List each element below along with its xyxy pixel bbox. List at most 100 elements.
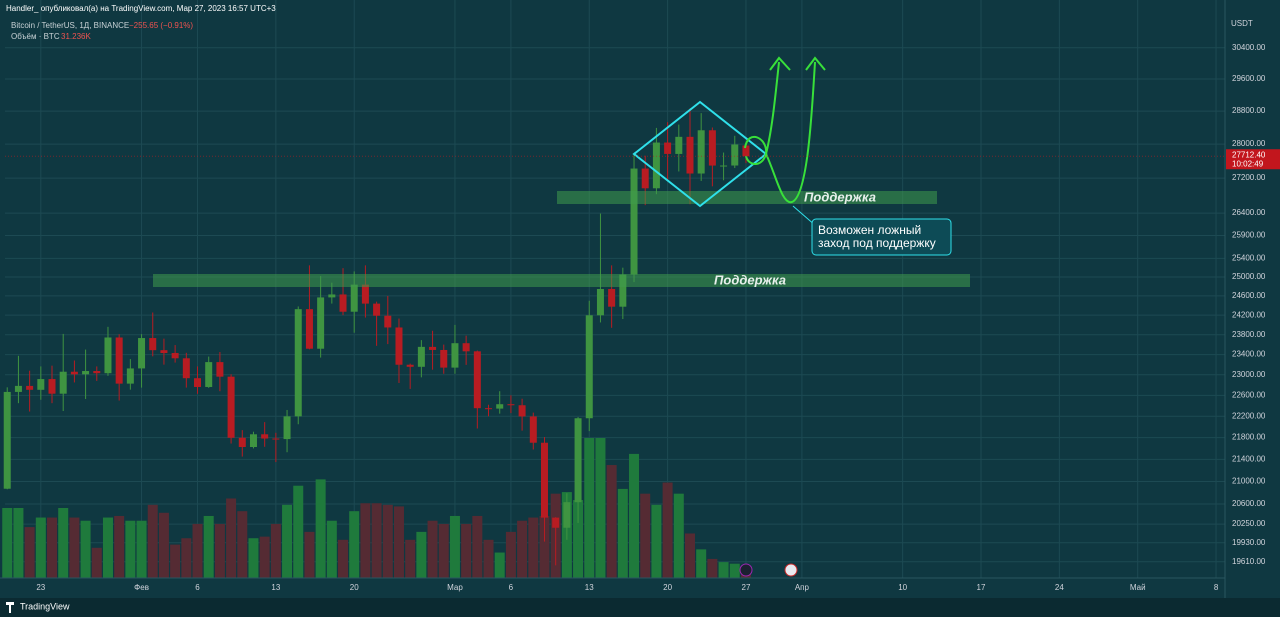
- volume-bar: [629, 453, 640, 578]
- support-label: Поддержка: [714, 272, 786, 287]
- volume-bar: [517, 520, 528, 578]
- candle-body: [686, 136, 694, 174]
- y-tick-label: 28800.00: [1232, 106, 1266, 115]
- y-tick-label: 25400.00: [1232, 254, 1266, 263]
- y-tick-label: 28000.00: [1232, 139, 1266, 148]
- volume-bar: [237, 511, 248, 578]
- volume-pane: [2, 438, 751, 578]
- arrow-head: [769, 56, 791, 71]
- volume-bar: [24, 527, 35, 578]
- x-tick-label: 6: [509, 583, 514, 592]
- volume-bar: [102, 517, 113, 578]
- candle-body: [48, 379, 56, 394]
- price-axis-unit: USDT: [1231, 19, 1253, 28]
- volume-bar: [114, 515, 125, 578]
- volume-bar: [483, 539, 494, 578]
- callout-box: [811, 218, 952, 256]
- volume-bar: [371, 503, 382, 578]
- candle-body: [440, 349, 448, 368]
- candle-body: [395, 327, 403, 365]
- candle-body: [619, 274, 627, 307]
- volume-bar: [47, 517, 58, 578]
- y-tick-label: 24200.00: [1232, 310, 1266, 319]
- x-tick-label: 27: [742, 583, 751, 592]
- arrow-head: [805, 56, 826, 71]
- y-tick-label: 22200.00: [1232, 411, 1266, 420]
- candle-body: [26, 385, 34, 390]
- x-tick-label: 20: [350, 583, 359, 592]
- candle-body: [529, 416, 537, 443]
- y-tick-label: 25900.00: [1232, 231, 1266, 240]
- y-tick-label: 21400.00: [1232, 454, 1266, 463]
- x-tick-label: Май: [1130, 583, 1146, 592]
- volume-title: Объём · BTC: [11, 32, 60, 41]
- volume-bar: [2, 508, 13, 578]
- candle-body: [429, 346, 437, 350]
- support-zone: [153, 274, 970, 287]
- logo-icon: [6, 602, 14, 613]
- candle-body: [720, 165, 728, 167]
- candle-body: [171, 353, 179, 359]
- candle-body: [194, 378, 202, 387]
- volume-bar: [662, 482, 673, 578]
- candle-body: [82, 371, 90, 375]
- candle-body: [361, 284, 369, 304]
- candle-body: [149, 338, 157, 351]
- candle-body: [205, 362, 213, 387]
- candle-body: [249, 434, 257, 448]
- volume-bar: [707, 558, 718, 578]
- x-tick-label: 6: [195, 583, 200, 592]
- candle-body: [485, 408, 493, 410]
- volume-bar: [438, 523, 449, 578]
- volume-bar: [338, 539, 349, 578]
- candle-body: [585, 315, 593, 419]
- y-tick-label: 26400.00: [1232, 208, 1266, 217]
- candle-body: [272, 438, 280, 440]
- volume-bar: [58, 508, 69, 578]
- candle-body: [552, 517, 560, 528]
- y-tick-label: 20600.00: [1232, 499, 1266, 508]
- candle-body: [675, 136, 683, 154]
- candle-body: [14, 385, 22, 392]
- candle-body: [227, 376, 235, 438]
- x-tick-label: 8: [1214, 583, 1219, 592]
- candle-body: [59, 371, 67, 394]
- volume-bar: [270, 523, 281, 578]
- volume-bar: [539, 515, 550, 578]
- candle-body: [328, 294, 336, 298]
- volume-bar: [203, 515, 214, 578]
- volume-bar: [315, 479, 326, 578]
- volume-bar: [505, 531, 516, 578]
- volume-bar: [13, 508, 24, 578]
- last-price-box: [1226, 149, 1280, 170]
- volume-bar: [69, 517, 80, 578]
- volume-bar: [494, 552, 505, 578]
- volume-bar: [595, 438, 606, 578]
- event-icon: [739, 563, 753, 577]
- candle-body: [496, 404, 504, 409]
- last-price-label: 27712.40: [1232, 150, 1266, 159]
- volume-bar: [304, 531, 315, 578]
- candle-body: [664, 142, 672, 154]
- y-tick-label: 24600.00: [1232, 291, 1266, 300]
- y-tick-label: 20250.00: [1232, 519, 1266, 528]
- volume-bar: [349, 511, 360, 578]
- candle-body: [317, 297, 325, 349]
- candle-body: [182, 358, 190, 379]
- volume-bar: [673, 493, 684, 578]
- candle-body: [596, 288, 604, 316]
- candle-body: [742, 145, 750, 157]
- candle-body: [294, 309, 302, 417]
- volume-bar: [729, 563, 740, 578]
- candle-body: [451, 343, 459, 368]
- y-tick-label: 30400.00: [1232, 43, 1266, 52]
- candle-body: [216, 362, 224, 377]
- y-tick-label: 23400.00: [1232, 350, 1266, 359]
- volume-bar: [617, 488, 628, 578]
- volume-bar: [684, 533, 695, 578]
- y-tick-label: 23800.00: [1232, 330, 1266, 339]
- change-label: −255.65 (−0.91%): [129, 21, 193, 30]
